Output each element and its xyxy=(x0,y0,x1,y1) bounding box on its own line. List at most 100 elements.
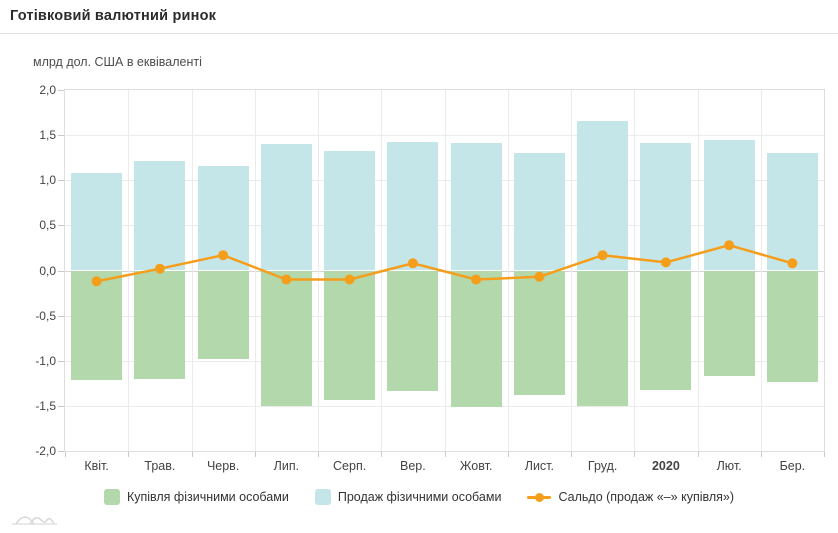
buy-bar[interactable] xyxy=(513,270,565,396)
legend-item-saldo[interactable]: Сальдо (продаж «–» купівля») xyxy=(527,490,734,504)
x-tick-label: Лип. xyxy=(273,459,300,473)
x-tick-label: Бер. xyxy=(779,459,806,473)
saldo-line-layer xyxy=(91,240,798,287)
legend-item-sell[interactable]: Продаж фізичними особами xyxy=(314,489,502,505)
saldo-point[interactable] xyxy=(534,271,545,282)
saldo-line xyxy=(96,243,793,283)
saldo-legend-marker xyxy=(527,492,552,502)
x-tick-mark xyxy=(571,452,572,457)
x-tick-mark xyxy=(381,452,383,457)
sell-bar[interactable] xyxy=(260,144,312,271)
waves-logo-icon xyxy=(11,509,59,529)
v-gridline xyxy=(760,90,762,451)
saldo-point[interactable] xyxy=(787,258,798,269)
y-tick-label: 2,0 xyxy=(39,83,56,97)
x-tick-mark xyxy=(191,452,193,457)
x-tick-mark xyxy=(128,452,130,457)
sell-bar[interactable] xyxy=(513,153,565,271)
y-tick-label: -0,5 xyxy=(35,308,56,323)
v-gridline xyxy=(697,90,699,451)
sell-legend-swatch xyxy=(314,489,331,505)
x-tick-label: Серп. xyxy=(333,459,367,473)
x-tick-mark xyxy=(697,452,699,457)
buy-bar[interactable] xyxy=(324,270,376,400)
y-tick-mark xyxy=(58,405,64,407)
buy-legend-swatch xyxy=(103,489,120,505)
buy-legend-label: Купівля фізичними особами xyxy=(126,490,289,504)
x-tick-label: Лист. xyxy=(524,459,554,473)
y-tick-mark xyxy=(58,135,64,137)
x-tick-label: Трав. xyxy=(144,459,176,473)
y-tick-mark xyxy=(58,360,64,362)
sell-bar[interactable] xyxy=(450,143,502,271)
v-gridline xyxy=(507,90,509,451)
x-tick-mark xyxy=(634,452,636,457)
sell-legend-label: Продаж фізичними особами xyxy=(337,490,502,504)
buy-bar[interactable] xyxy=(577,270,629,406)
saldo-point[interactable] xyxy=(281,274,292,285)
x-tick-mark xyxy=(824,452,825,457)
legend-item-buy[interactable]: Купівля фізичними особами xyxy=(103,489,289,505)
y-tick-mark xyxy=(58,180,64,182)
buy-bar[interactable] xyxy=(134,270,186,379)
buy-bar[interactable] xyxy=(640,270,692,390)
buy-bar[interactable] xyxy=(766,270,818,382)
x-tick-label: Жовт. xyxy=(459,459,493,473)
v-gridline xyxy=(634,90,636,451)
y-tick-label: 0,0 xyxy=(39,263,56,278)
y-axis-unit-label: млрд дол. США в еквіваленті xyxy=(33,55,202,69)
x-tick-label: Вер. xyxy=(400,459,426,473)
saldo-point[interactable] xyxy=(91,276,102,287)
x-tick-label: Лют. xyxy=(716,459,742,473)
sell-bar[interactable] xyxy=(71,173,123,271)
v-gridline xyxy=(571,90,572,451)
saldo-point[interactable] xyxy=(597,250,608,261)
y-tick-mark xyxy=(58,451,64,452)
sell-bar[interactable] xyxy=(387,142,439,271)
buy-bar[interactable] xyxy=(197,270,249,359)
sell-bar[interactable] xyxy=(640,143,692,271)
v-gridline xyxy=(191,90,193,451)
saldo-legend-label: Сальдо (продаж «–» купівля») xyxy=(558,490,735,504)
buy-bar[interactable] xyxy=(260,270,312,406)
y-tick-label: 1,0 xyxy=(39,173,56,188)
plot-area xyxy=(64,89,825,452)
saldo-point[interactable] xyxy=(407,258,418,269)
saldo-point[interactable] xyxy=(154,263,165,274)
sell-bar[interactable] xyxy=(134,161,186,271)
y-tick-label: -1,5 xyxy=(35,398,56,413)
x-tick-label: Квіт. xyxy=(84,459,109,473)
sell-bar[interactable] xyxy=(324,151,376,271)
buy-bar[interactable] xyxy=(450,270,502,407)
header-divider xyxy=(0,33,838,34)
saldo-point[interactable] xyxy=(344,274,355,285)
saldo-point[interactable] xyxy=(724,240,735,251)
sell-bar[interactable] xyxy=(577,120,629,271)
saldo-point[interactable] xyxy=(471,274,482,285)
y-tick-label: -1,0 xyxy=(35,353,56,368)
buy-bar[interactable] xyxy=(71,270,123,380)
x-tick-mark xyxy=(444,452,446,457)
saldo-point[interactable] xyxy=(218,250,229,261)
v-gridline xyxy=(128,90,130,451)
y-tick-label: 0,5 xyxy=(39,218,56,233)
x-tick-mark xyxy=(318,452,319,457)
x-tick-label: 2020 xyxy=(651,459,680,473)
y-tick-label: -2,0 xyxy=(35,444,56,458)
saldo-point[interactable] xyxy=(660,257,671,268)
sell-bar[interactable] xyxy=(766,153,818,271)
buy-bar[interactable] xyxy=(703,270,755,377)
y-tick-mark xyxy=(58,225,64,227)
buy-bar[interactable] xyxy=(387,270,439,392)
y-tick-mark xyxy=(58,270,64,272)
x-tick-mark xyxy=(507,452,509,457)
x-tick-mark xyxy=(760,452,762,457)
y-tick-mark xyxy=(58,315,64,317)
legend: Купівля фізичними особами Продаж фізични… xyxy=(0,489,838,505)
y-tick-mark xyxy=(58,90,64,91)
y-tick-label: 1,5 xyxy=(39,128,56,143)
x-tick-mark xyxy=(65,452,66,457)
page-title: Готівковий валютний ринок xyxy=(10,8,217,24)
x-tick-label: Груд. xyxy=(587,459,618,473)
v-gridline xyxy=(254,90,256,451)
